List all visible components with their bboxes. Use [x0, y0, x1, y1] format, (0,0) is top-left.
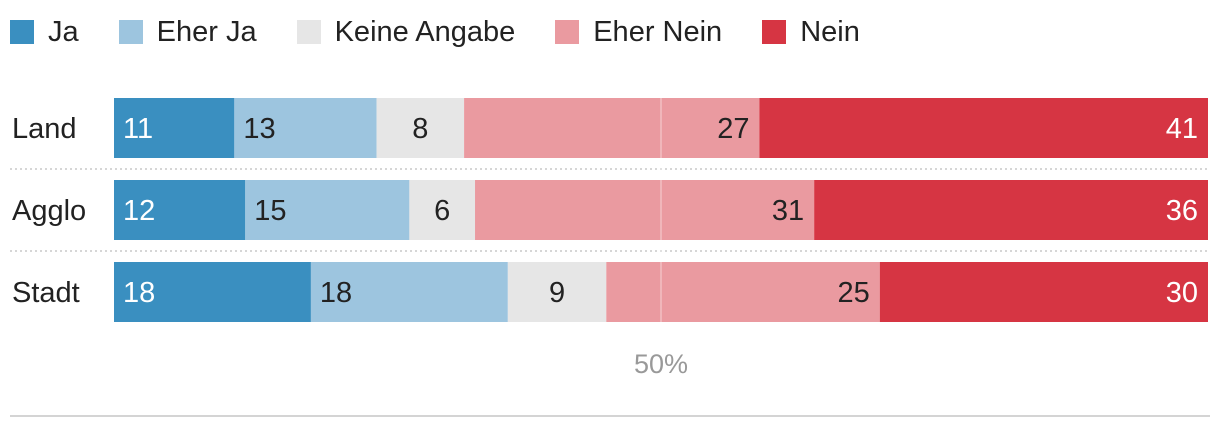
legend-item-nein: Nein	[762, 12, 860, 52]
bar-segment-agglo-eher-ja	[245, 180, 410, 240]
bar-segment-agglo-ja	[114, 180, 246, 240]
value-label-agglo-ja: 12	[123, 195, 155, 227]
reference-label-50: 50%	[634, 349, 688, 379]
legend-swatch-eher-ja	[118, 20, 143, 44]
value-label-land-nein: 41	[1166, 113, 1198, 145]
legend: Ja Eher Ja Keine Angabe Eher Nein Nein	[10, 12, 900, 52]
value-label-stadt-eher-ja: 18	[320, 277, 352, 309]
legend-swatch-keine-angabe	[296, 20, 321, 44]
bar-segment-stadt-nein	[879, 262, 1208, 322]
legend-swatch-eher-nein	[555, 20, 580, 44]
bar-segment-stadt-ja	[114, 262, 311, 322]
bar-segment-stadt-keine-angabe	[507, 262, 607, 322]
value-label-stadt-keine-angabe: 9	[549, 277, 565, 309]
legend-item-keine-angabe: Keine Angabe	[296, 12, 516, 52]
legend-swatch-ja	[10, 20, 34, 44]
row-label-land: Land	[12, 113, 77, 145]
value-label-stadt-nein: 30	[1166, 277, 1198, 309]
value-label-land-keine-angabe: 8	[412, 113, 428, 145]
legend-item-eher-ja: Eher Ja	[118, 12, 257, 52]
legend-label-nein: Nein	[800, 16, 860, 48]
legend-label-ja: Ja	[48, 16, 79, 48]
bar-segment-agglo-nein	[814, 180, 1208, 240]
bar-segment-stadt-eher-ja	[310, 262, 508, 322]
row-label-stadt: Stadt	[12, 277, 80, 309]
value-label-agglo-nein: 36	[1166, 195, 1198, 227]
value-label-agglo-eher-nein: 31	[772, 195, 804, 227]
bar-segment-land-eher-nein	[464, 98, 760, 158]
value-label-land-ja: 11	[123, 113, 153, 145]
bar-segment-stadt-eher-nein	[606, 262, 880, 322]
bar-segment-land-ja	[114, 98, 235, 158]
bar-segment-land-eher-ja	[234, 98, 377, 158]
legend-swatch-nein	[762, 20, 787, 44]
bar-segment-agglo-eher-nein	[475, 180, 815, 240]
value-label-stadt-ja: 18	[123, 277, 155, 309]
legend-label-eher-nein: Eher Nein	[593, 16, 723, 48]
value-label-agglo-keine-angabe: 6	[434, 195, 450, 227]
legend-label-eher-ja: Eher Ja	[156, 16, 257, 48]
legend-label-keine-angabe: Keine Angabe	[334, 16, 516, 48]
value-label-land-eher-ja: 13	[243, 113, 275, 145]
value-label-land-eher-nein: 27	[717, 113, 749, 145]
value-label-agglo-eher-ja: 15	[254, 195, 286, 227]
value-label-stadt-eher-nein: 25	[838, 277, 870, 309]
legend-item-ja: Ja	[10, 12, 79, 52]
legend-item-eher-nein: Eher Nein	[555, 12, 722, 52]
bar-segment-land-nein	[759, 98, 1208, 158]
row-label-agglo: Agglo	[12, 195, 86, 227]
bar-segment-agglo-keine-angabe	[409, 180, 476, 240]
bar-segment-land-keine-angabe	[376, 98, 465, 158]
